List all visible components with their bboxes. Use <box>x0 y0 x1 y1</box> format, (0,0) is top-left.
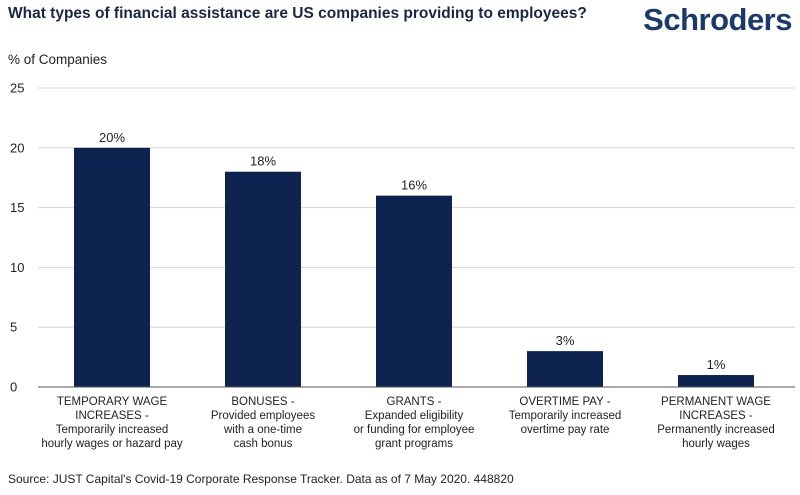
bar <box>74 147 150 387</box>
data-label: 3% <box>556 333 575 348</box>
x-tick-label: PERMANENT WAGE INCREASES -Permanently inc… <box>657 396 775 450</box>
bar <box>225 171 301 387</box>
y-axis-label: % of Companies <box>8 52 108 67</box>
y-tick-label: 10 <box>10 260 24 275</box>
y-tick-label: 25 <box>10 81 24 96</box>
chart-title: What types of financial assistance are U… <box>8 5 587 22</box>
bar <box>376 195 452 387</box>
bar <box>678 375 754 387</box>
y-tick-label: 15 <box>10 200 24 215</box>
x-tick-label: BONUSES -Provided employees with a one-ti… <box>211 396 315 450</box>
data-label: 1% <box>707 357 726 372</box>
brand-logo: Schroders <box>643 2 792 37</box>
x-tick-label: TEMPORARY WAGE INCREASES -Temporarily inc… <box>41 396 183 450</box>
data-label: 16% <box>401 178 427 193</box>
y-tick-label: 5 <box>10 320 17 335</box>
x-tick-label: OVERTIME PAY -Temporarily increased overt… <box>509 396 622 436</box>
data-label: 18% <box>250 154 276 169</box>
y-tick-label: 20 <box>10 140 24 155</box>
bar <box>527 351 603 387</box>
source-note: Source: JUST Capital's Covid-19 Corporat… <box>8 472 514 486</box>
data-label: 20% <box>99 130 125 145</box>
x-tick-label: GRANTS -Expanded eligibility or funding f… <box>354 396 475 450</box>
y-tick-label: 0 <box>10 380 17 395</box>
